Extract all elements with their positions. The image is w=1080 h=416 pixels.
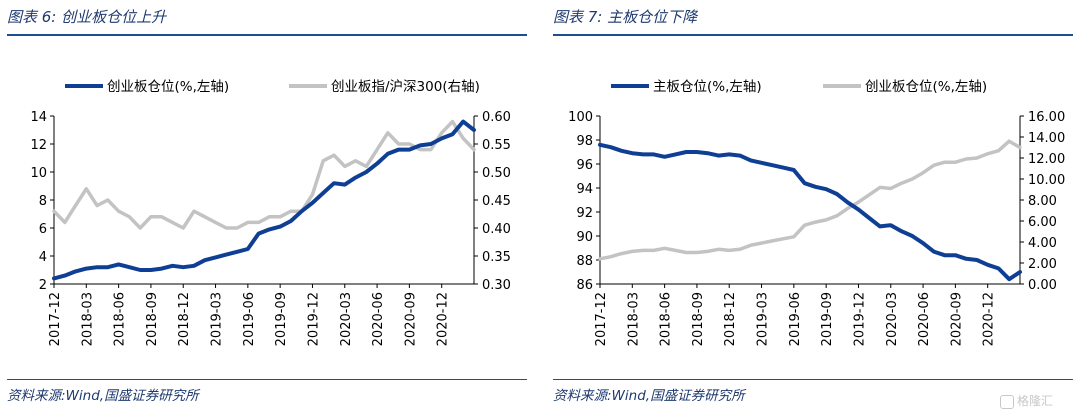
y-right-tick-label: 0.30 — [482, 278, 511, 293]
source-note: 资料来源:Wind,国盛证券研究所 — [553, 388, 745, 404]
watermark-text: 格隆汇 — [1017, 394, 1054, 408]
y-right-tick-label: 0.45 — [482, 194, 511, 209]
y-left-tick-label: 92 — [576, 206, 593, 221]
legend-label-primary: 创业板仓位(%,左轴) — [107, 79, 229, 95]
x-tick-label: 2017-12 — [594, 292, 609, 346]
x-tick-label: 2019-09 — [820, 292, 835, 346]
y-left-tick-label: 12 — [30, 138, 47, 153]
x-tick-label: 2018-06 — [113, 292, 128, 346]
x-tick-label: 2018-06 — [659, 292, 674, 346]
y-right-tick-label: 12.00 — [1028, 152, 1065, 167]
x-tick-label: 2019-03 — [756, 292, 771, 346]
y-left-tick-label: 96 — [576, 158, 593, 173]
y-left-tick-label: 88 — [576, 254, 593, 269]
legend-label-primary: 主板仓位(%,左轴) — [653, 79, 762, 95]
y-right-tick-label: 6.00 — [1028, 215, 1057, 230]
y-right-tick-label: 2.00 — [1028, 257, 1057, 272]
y-right-tick-label: 0.55 — [482, 138, 511, 153]
source-rule — [553, 379, 1073, 380]
y-left-tick-label: 8 — [39, 194, 47, 209]
source-rule — [7, 379, 527, 380]
y-left-tick-label: 86 — [576, 278, 593, 293]
watermark-logo-icon — [1000, 394, 1014, 409]
series-line-secondary — [598, 139, 1022, 261]
y-left-tick-label: 10 — [30, 166, 47, 181]
title-rule — [553, 34, 1073, 36]
y-right-tick-label: 10.00 — [1028, 173, 1065, 188]
y-left-tick-label: 2 — [39, 278, 47, 293]
series-line-secondary — [52, 119, 476, 230]
x-tick-label: 2018-12 — [723, 292, 738, 346]
line-chart-main-board-position: 86 88 90 92 94 96 98 100 0.00 2.00 4.00 6.00 8.00 10.… — [568, 79, 1065, 346]
y-left-tick-label: 100 — [568, 110, 593, 125]
y-left-tick-label: 90 — [576, 230, 593, 245]
y-right-tick-label: 0.50 — [482, 166, 511, 181]
y-right-tick-label: 0.40 — [482, 222, 511, 237]
chart-panel-right: 图表 7: 主板仓位下降 86 88 90 92 94 96 98 100 0.00 2.00 4.… — [553, 0, 1073, 416]
x-tick-label: 2018-03 — [80, 292, 95, 346]
source-note: 资料来源:Wind,国盛证券研究所 — [7, 388, 199, 404]
y-left-tick-label: 14 — [30, 110, 47, 125]
y-left-tick-label: 4 — [39, 250, 47, 265]
x-tick-label: 2020-09 — [403, 292, 418, 346]
legend-label-secondary: 创业板指/沪深300(右轴) — [331, 79, 480, 95]
title-rule — [7, 34, 527, 36]
watermark: 格隆汇 — [1000, 392, 1053, 409]
x-tick-label: 2020-06 — [917, 292, 932, 346]
x-tick-label: 2020-12 — [436, 292, 451, 346]
y-right-tick-label: 8.00 — [1028, 194, 1057, 209]
x-tick-label: 2018-03 — [626, 292, 641, 346]
x-tick-label: 2019-09 — [274, 292, 289, 346]
x-tick-label: 2019-06 — [242, 292, 257, 346]
x-tick-label: 2018-09 — [691, 292, 706, 346]
y-right-tick-label: 16.00 — [1028, 110, 1065, 125]
series-line-primary — [52, 119, 476, 281]
y-right-tick-label: 0.00 — [1028, 278, 1057, 293]
series-line-primary — [598, 142, 1022, 282]
y-right-tick-label: 0.60 — [482, 110, 511, 125]
x-tick-label: 2020-03 — [885, 292, 900, 346]
x-tick-label: 2019-03 — [210, 292, 225, 346]
y-left-tick-label: 94 — [576, 182, 593, 197]
y-left-tick-label: 6 — [39, 222, 47, 237]
x-tick-label: 2020-06 — [371, 292, 386, 346]
x-tick-label: 2017-12 — [48, 292, 63, 346]
chart-panel-left: 图表 6: 创业板仓位上升 2 4 6 8 10 12 14 0.30 0.35 0.40 0.45… — [7, 0, 527, 416]
figure-title: 图表 6: 创业板仓位上升 — [7, 8, 167, 26]
x-tick-label: 2019-12 — [852, 292, 867, 346]
x-tick-label: 2019-12 — [306, 292, 321, 346]
y-right-tick-label: 4.00 — [1028, 236, 1057, 251]
legend-label-secondary: 创业板仓位(%,左轴) — [865, 79, 987, 95]
line-chart-gem-position: 2 4 6 8 10 12 14 0.30 0.35 0.40 0.45 0.50 0.55 0.60 20… — [30, 79, 511, 346]
x-tick-label: 2018-09 — [145, 292, 160, 346]
y-right-tick-label: 0.35 — [482, 250, 511, 265]
y-left-tick-label: 98 — [576, 134, 593, 149]
y-right-tick-label: 14.00 — [1028, 131, 1065, 146]
x-tick-label: 2020-09 — [949, 292, 964, 346]
x-tick-label: 2020-12 — [982, 292, 997, 346]
figure-title: 图表 7: 主板仓位下降 — [553, 8, 698, 26]
x-tick-label: 2018-12 — [177, 292, 192, 346]
x-tick-label: 2020-03 — [339, 292, 354, 346]
x-tick-label: 2019-06 — [788, 292, 803, 346]
